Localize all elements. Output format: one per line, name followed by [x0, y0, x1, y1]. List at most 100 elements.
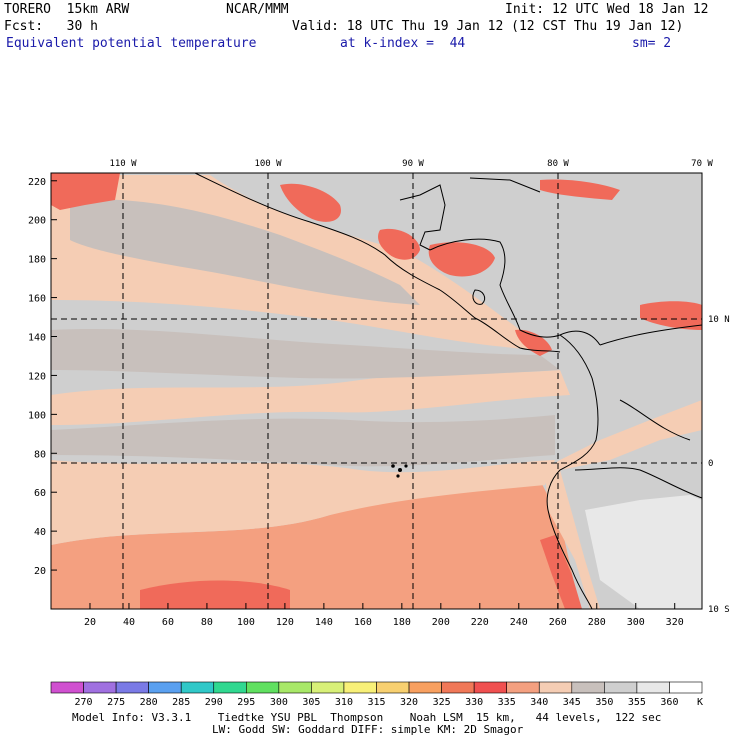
x-tick-label: 100 — [237, 617, 255, 628]
lake-nicaragua — [472, 289, 486, 305]
x-tick-label: 140 — [315, 617, 333, 628]
border-brazil — [619, 399, 691, 441]
lon-label-100w: 100 W — [254, 159, 282, 169]
colorbar-label: 275 — [107, 697, 125, 708]
colorbar-label: 270 — [75, 697, 93, 708]
colorbar-swatch — [213, 681, 247, 694]
x-axis-ticks: 20 40 60 80 100 120 140 160 180 200 220 240 260 280 30… — [84, 603, 684, 628]
colorbar-swatch — [246, 681, 280, 694]
level-label: at k-index = 44 — [340, 36, 466, 51]
y-tick-label: 40 — [34, 527, 46, 538]
map-frame — [50, 172, 703, 610]
x-tick-label: 200 — [432, 617, 450, 628]
y-tick-label: 200 — [28, 216, 46, 227]
model-info-line1: Model Info: V3.3.1 Tiedtke YSU PBL Thomp… — [72, 711, 662, 724]
y-tick-label: 220 — [28, 177, 46, 188]
init-time: Init: 12 UTC Wed 18 Jan 12 — [505, 2, 709, 17]
model-info-line2: LW: Godd SW: Goddard DIFF: simple KM: 2D… — [212, 723, 524, 736]
hot-costa-rica — [515, 329, 552, 356]
forecast-hour: Fcst: 30 h — [4, 19, 98, 34]
organization: NCAR/MMM — [226, 2, 289, 17]
coast-ecuador-peru — [546, 469, 593, 610]
colorbar-swatch — [376, 681, 410, 694]
colorbar-label: 305 — [302, 697, 320, 708]
x-tick-label: 320 — [666, 617, 684, 628]
hot-caribbean — [540, 179, 620, 200]
hot-mexico — [280, 183, 341, 222]
colorbar: 270 275 280 285 290 295 300 305 310 315 320 325 330 3… — [50, 681, 703, 708]
coast-cuba — [469, 177, 541, 193]
warm-band-southhot — [140, 580, 290, 609]
model-name: TORERO 15km ARW — [4, 2, 130, 17]
valid-time: Valid: 18 UTC Thu 19 Jan 12 (12 CST Thu … — [292, 19, 684, 34]
x-tick-label: 280 — [588, 617, 606, 628]
coast-pacific-ca — [439, 289, 561, 353]
colorbar-swatch — [148, 681, 182, 694]
warm-band-south — [51, 480, 580, 609]
island — [404, 464, 408, 468]
colorbar-label: 325 — [433, 697, 451, 708]
grey-band-north — [70, 199, 420, 305]
colorbar-label: 285 — [172, 697, 190, 708]
y-tick-label: 80 — [34, 449, 46, 460]
colorbar-swatch — [441, 681, 475, 694]
coast-mexico — [194, 172, 441, 291]
colorbar-label: 320 — [400, 697, 418, 708]
lon-label-110w: 110 W — [109, 159, 137, 169]
grey-band-low — [51, 415, 555, 467]
colorbar-swatch — [83, 681, 117, 694]
x-tick-label: 180 — [393, 617, 411, 628]
colorbar-swatch — [180, 681, 215, 694]
y-axis-ticks: 220 200 180 160 140 120 100 80 60 40 20 — [28, 177, 57, 577]
colorbar-swatch — [669, 681, 703, 694]
hot-honduras — [428, 242, 495, 277]
lon-label-70w: 70 W — [691, 159, 713, 169]
island — [391, 464, 395, 468]
island — [398, 468, 402, 472]
colorbar-label: 280 — [140, 697, 158, 708]
lat-label-10s: 10 S — [708, 605, 730, 615]
graticule — [51, 173, 702, 609]
x-tick-label: 60 — [162, 617, 174, 628]
coast-hot — [540, 535, 582, 609]
colorbar-label: 335 — [498, 697, 516, 708]
colorbar-swatch — [50, 681, 84, 694]
colorbar-label: 330 — [465, 697, 483, 708]
colorbar-unit: K — [697, 697, 703, 708]
hot-nw — [51, 173, 120, 210]
lat-label-0: 0 — [708, 459, 713, 469]
y-tick-label: 180 — [28, 255, 46, 266]
y-tick-label: 160 — [28, 294, 46, 305]
x-tick-label: 240 — [510, 617, 528, 628]
colorbar-swatch — [311, 681, 345, 694]
y-tick-label: 100 — [28, 410, 46, 421]
peach-band-south — [51, 460, 555, 545]
colorbar-label: 360 — [660, 697, 678, 708]
colorbar-label: 290 — [205, 697, 223, 708]
y-tick-label: 120 — [28, 371, 46, 382]
x-tick-label: 260 — [549, 617, 567, 628]
island — [396, 474, 400, 478]
border-andes — [574, 467, 703, 499]
colorbar-swatch — [571, 681, 605, 694]
colorbar-swatch — [278, 681, 312, 694]
lon-label-90w: 90 W — [402, 159, 424, 169]
hot-venezuela — [640, 301, 702, 330]
y-tick-label: 60 — [34, 488, 46, 499]
coast-central-am — [429, 238, 601, 346]
galapagos-islands — [391, 464, 408, 478]
colorbar-swatch — [473, 681, 507, 694]
colorbar-label: 345 — [563, 697, 581, 708]
x-tick-label: 220 — [471, 617, 489, 628]
colorbar-label: 355 — [628, 697, 646, 708]
x-tick-label: 120 — [276, 617, 294, 628]
colorbar-label: 310 — [335, 697, 353, 708]
colorbar-label: 315 — [367, 697, 385, 708]
grey-band-mid — [51, 328, 560, 379]
colorbar-label: 350 — [595, 697, 613, 708]
coastlines — [194, 172, 703, 610]
x-tick-label: 20 — [84, 617, 96, 628]
field-name: Equivalent potential temperature — [6, 36, 257, 51]
colorbar-swatch — [115, 681, 149, 694]
